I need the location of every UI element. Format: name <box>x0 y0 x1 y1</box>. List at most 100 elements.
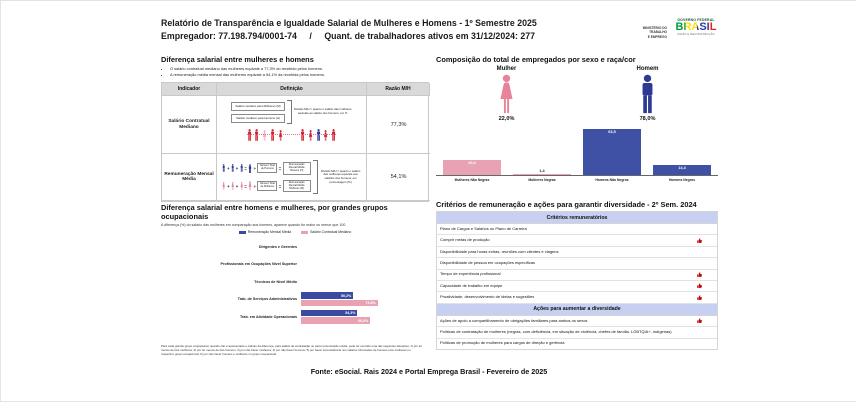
col-header-definition: Definição <box>217 83 367 97</box>
chart-row: Trab. de Serviços Administrativos 50,2% … <box>237 292 378 307</box>
man-icon <box>642 74 653 114</box>
median-women-box: Salário mediano para Mulheres (M) <box>231 101 285 111</box>
occupational-bar-chart: Dirigentes e Gerentes Profissionais em O… <box>161 238 429 326</box>
median-men-box: Salário mediano para Homens (H) <box>231 113 285 123</box>
man-icon <box>240 164 243 173</box>
section-composition: Composição do total de empregados por se… <box>436 55 718 182</box>
criteria-row: Ações de apoio a compartilhamento de obr… <box>437 316 717 328</box>
man-icon <box>249 163 252 173</box>
person-icon <box>255 129 259 141</box>
bar-category: Homens Não Negros <box>595 177 629 182</box>
bar-men-nonblack: 63,5 <box>583 129 641 175</box>
definition-median: Salário mediano para Mulheres (M) Salári… <box>217 96 367 155</box>
definition-mean: + + = ÷ Número Total de Homens = Remuner… <box>217 154 367 202</box>
chart-legend: Remuneração Mensal Média Salário Contrat… <box>161 230 429 234</box>
section-title: Composição do total de empregados por se… <box>436 55 636 64</box>
female-percentage: 22,0% <box>498 116 515 122</box>
men-divisor: Número Total de Homens <box>257 163 278 174</box>
ministry-logo: MINISTÉRIO DO TRABALHO E EMPREGO <box>642 26 667 39</box>
indicator-table: Indicador Definição Razão M/H Salário Co… <box>161 82 430 203</box>
section-title: Diferença salarial entre homens e mulher… <box>161 203 388 221</box>
pictogram-row <box>245 129 339 141</box>
thumbs-up-icon <box>697 295 702 300</box>
women-divisor: Número Total de Mulheres <box>257 181 278 191</box>
report-title: Relatório de Transparência e Igualdade S… <box>161 18 537 28</box>
person-icon <box>247 129 251 141</box>
section-title: Diferença salarial entre mulheres e home… <box>161 55 314 64</box>
employer-line: Empregador: 77.198.794/0001-74 / Quant. … <box>161 30 611 43</box>
criteria-row: Proatividade, desenvolvimento de ideias … <box>437 292 717 304</box>
col-header-indicator: Indicador <box>162 83 217 97</box>
race-gender-bar-chart: 20,6 1,4 63,5 14,4 <box>436 127 718 182</box>
male-block: Homem 78,0% <box>588 66 708 122</box>
female-block: Mulher 22,0% <box>447 66 567 122</box>
bar-category: Mulheres Não Negras <box>454 177 490 182</box>
person-icon <box>271 129 275 141</box>
person-icon <box>316 129 320 141</box>
woman-icon <box>231 182 234 190</box>
chart-row: Dirigentes e Gerentes <box>258 244 297 249</box>
bar-men-black: 14,4 <box>653 164 711 175</box>
woman-icon <box>500 74 513 114</box>
legend-swatch-pink <box>301 230 309 234</box>
female-label: Mulher <box>496 66 517 72</box>
col-header-ratio: Razão M/H <box>367 83 430 97</box>
bar-category: Mulheres Negras <box>528 177 556 182</box>
section-subtitle: A diferença (%) do salário das mulheres … <box>161 223 346 227</box>
report-header: Relatório de Transparência e Igualdade S… <box>161 17 611 43</box>
bracket <box>286 100 292 125</box>
thumbs-up-icon <box>697 283 702 289</box>
bullet-median-salary: O salário contratual mediano das mulhere… <box>170 66 429 72</box>
chart-row: Técnicos de Nível Médio <box>254 279 297 284</box>
men-formula: + + = ÷ Número Total de Homens = Remuner… <box>222 161 311 175</box>
active-workers: Quant. de trabalhadores ativos em 31/12/… <box>324 31 536 41</box>
man-icon <box>231 164 234 173</box>
bar-women-black: 1,4 <box>513 169 571 175</box>
bar-women-nonblack: 20,6 <box>443 160 501 175</box>
employer-id: Empregador: 77.198.794/0001-74 <box>161 31 297 41</box>
thumbs-up-icon <box>697 318 702 324</box>
criteria-row: Plano de Cargos e Salários ou Plano de C… <box>437 224 717 236</box>
criteria-row: Disponibilidade para horas extras, reuni… <box>437 247 717 259</box>
bullet-mean-pay: A remuneração média mensal das mulheres … <box>170 72 429 78</box>
woman-icon <box>240 182 243 190</box>
separator: / <box>309 31 312 41</box>
woman-icon <box>222 182 226 190</box>
criteria-row: Tempo de experiência profissional <box>437 270 717 281</box>
section-title: Critérios de remuneração e ações para ga… <box>436 200 697 209</box>
summary-bullets: O salário contratual mediano das mulhere… <box>161 66 429 77</box>
section-criteria: Critérios de remuneração e ações para ga… <box>436 200 718 350</box>
criteria-row: Políticas de contratação de mulheres (ne… <box>437 327 717 339</box>
legend-label: Remuneração Mensal Média <box>247 230 292 234</box>
criteria-row: Disponibilidade de pessoa em ocupações e… <box>437 258 717 270</box>
gov-brasil-logo: GOVERNO FEDERAL BRASIL UNIÃO E RECONSTRU… <box>672 18 720 36</box>
legend-label: Salário Contratual Mediano <box>310 230 352 234</box>
criteria-subheader: Critérios remuneratórios <box>437 212 717 224</box>
section-occupational-gap: Diferença salarial entre homens e mulher… <box>161 203 429 326</box>
bar-median-salary: 73,8% <box>301 299 378 307</box>
person-icon <box>308 130 313 141</box>
source-line: Fonte: eSocial. Rais 2024 e Portal Empre… <box>310 367 548 376</box>
footnote-disclaimer: Para cada grande grupo ocupacional, quan… <box>161 344 423 356</box>
person-icon <box>332 129 336 141</box>
bar-median-salary: 66,6% <box>301 317 371 324</box>
thumbs-up-icon <box>697 238 702 243</box>
criteria-row: Cumprir metas de produção <box>437 235 717 247</box>
bar-mean-pay: 54,3% <box>301 309 358 317</box>
indicator-name: Remuneração Mensal Média <box>162 154 217 202</box>
definition-note: Divisão M/H = quanto o salário das mulhe… <box>320 168 361 184</box>
chart-row: Profissionais em Ocupações Nível Superio… <box>220 262 297 267</box>
bar-category: Homens Negros <box>668 177 695 182</box>
person-icon <box>263 130 267 141</box>
ratio-value: 77,3% <box>367 96 430 155</box>
male-label: Homem <box>636 66 659 72</box>
bar-mean-pay: 50,2% <box>301 292 354 299</box>
women-result: Remuneração Mensal Média Mulheres (M) <box>282 179 311 193</box>
man-icon <box>223 164 226 173</box>
criteria-subheader: Ações para aumentar a diversidade <box>437 303 717 316</box>
chart-row: Trab. em Atividade Operacionais 54,3% 66… <box>239 309 371 324</box>
person-icon <box>301 129 305 141</box>
criteria-table: Critérios remuneratórios Plano de Cargos… <box>436 211 718 350</box>
section-salary-gap: Diferença salarial entre mulheres e home… <box>161 55 430 203</box>
